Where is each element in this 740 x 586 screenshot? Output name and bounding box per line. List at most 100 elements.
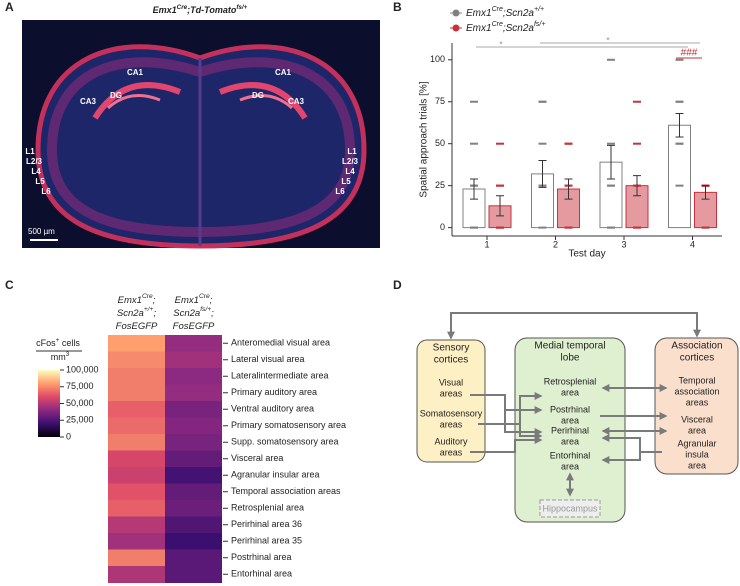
panel-letter: B (393, 0, 402, 14)
image-title: Emx1Cre;Td-Tomatofs/+ (153, 4, 248, 15)
heatmap-cell (108, 549, 165, 567)
row-label: Agranular insular area (231, 470, 320, 480)
text-part: Emx1 (153, 5, 177, 15)
group-title: Sensory (433, 343, 470, 354)
row-label: Ventral auditory area (231, 404, 314, 414)
panel-letter: A (5, 0, 14, 14)
hippocampus (92, 82, 182, 120)
text-part: mm (51, 352, 66, 362)
text-part: ; (153, 308, 156, 319)
heatmap-cell (165, 368, 222, 385)
row-label: Lateralintermediate area (231, 371, 329, 381)
error-bar (675, 112, 684, 138)
group-title: Medial temporal (534, 341, 605, 352)
node-label: area (561, 461, 579, 471)
colorbar-title: cFos+ cells (36, 337, 80, 348)
region-label: L4 (345, 167, 355, 176)
panel-d: D SensorycorticesVisualareasSomatosensor… (393, 278, 739, 523)
node-label: Agranular (677, 438, 716, 448)
error-bar (470, 178, 478, 200)
heatmap-cell (165, 351, 222, 369)
x-tick-label: 3 (621, 239, 626, 249)
y-axis-label: Spatial approach trials [%] (419, 81, 430, 197)
bar (668, 124, 691, 229)
text-part: Emx1 (175, 295, 199, 306)
error-bar (607, 144, 615, 180)
region-label: L2/3 (26, 157, 43, 166)
text-part: FosEGFP (173, 321, 215, 332)
node-label: Perirhinal (551, 425, 589, 435)
row-label: Perirhinal area 36 (231, 519, 302, 529)
y-tick-label: 25 (435, 180, 445, 190)
text-part: ; (153, 295, 156, 306)
row-label: Temporal association areas (231, 486, 341, 496)
node-label: Postrhinal (550, 404, 590, 414)
y-tick-label: 50 (435, 138, 445, 148)
colorbar-tick-label: 0 (66, 431, 71, 441)
region-label: L4 (31, 167, 41, 176)
text-part: Cre (177, 4, 188, 11)
node-label: Visceral (681, 414, 713, 424)
text-part: Emx1 (466, 8, 492, 19)
heatmap-cell (108, 483, 165, 501)
heatmap-cell (108, 401, 165, 418)
heatmap-cell (165, 417, 222, 435)
row-label: Visceral area (231, 453, 283, 463)
colorbar-title: mm3 (51, 351, 70, 362)
y-tick-label: 75 (435, 96, 445, 106)
column-header: Scn2afs/+; (173, 306, 214, 318)
node-label: area (561, 436, 579, 446)
error-bar (496, 195, 504, 217)
y-tick-label: 0 (440, 222, 445, 232)
row-label: Anteromedial visual area (231, 338, 330, 348)
text-part: FosEGFP (116, 321, 158, 332)
cortex-band (46, 57, 356, 238)
column-header: Scn2a+/+; (117, 306, 157, 318)
heatmap-cell (108, 335, 165, 352)
group-title: cortices (680, 353, 714, 364)
row-label: Primary auditory area (231, 387, 317, 397)
hippocampus (218, 82, 308, 120)
heatmap-cell (165, 483, 222, 501)
legend-label: Emx1Cre;Scn2a+/+ (466, 6, 544, 18)
region-label: L5 (341, 177, 351, 186)
text-part: Emx1 (466, 23, 492, 34)
region-label: CA1 (275, 68, 292, 77)
region-label: L1 (347, 147, 357, 156)
column-header: FosEGFP (173, 321, 215, 332)
text-part: 3 (66, 351, 70, 358)
row-label: Lateral visual area (231, 354, 305, 364)
heatmap-cell (165, 434, 222, 451)
x-tick-label: 2 (553, 239, 558, 249)
arrow (470, 436, 543, 453)
region-label: L5 (35, 177, 45, 186)
y-tick-label: 100 (430, 54, 445, 64)
text-part: + (56, 337, 60, 344)
heatmap-cell (108, 566, 165, 583)
heatmap-cell (165, 516, 222, 534)
panel-a: A Emx1Cre;Td-Tomatofs/+ 500 µm (5, 0, 380, 249)
legend-label: Emx1Cre;Scn2afs/+ (466, 21, 545, 33)
arrow (504, 410, 543, 436)
node-label: Retrosplenial (544, 376, 597, 386)
text-part: fs/+ (236, 4, 247, 11)
heatmap-cell (165, 384, 222, 402)
row-label: Primary somatosensory area (231, 420, 346, 430)
node-label: areas (686, 397, 709, 407)
column-header: FosEGFP (116, 321, 158, 332)
text-part: Emx1 (118, 295, 142, 306)
region-label: L6 (41, 187, 51, 196)
arrow (601, 452, 641, 464)
error-bar (701, 185, 710, 200)
row-label: Perirhinal area 35 (231, 536, 302, 546)
region-label: DG (252, 91, 264, 100)
arrow (601, 434, 662, 453)
text-part: Cre (492, 21, 503, 28)
x-tick-label: 4 (690, 239, 695, 249)
heatmap-cell (108, 500, 165, 517)
node-label: area (688, 460, 706, 470)
x-tick-label: 1 (484, 239, 489, 249)
text-part: Cre (199, 293, 210, 300)
significance-label: ### (681, 48, 698, 59)
